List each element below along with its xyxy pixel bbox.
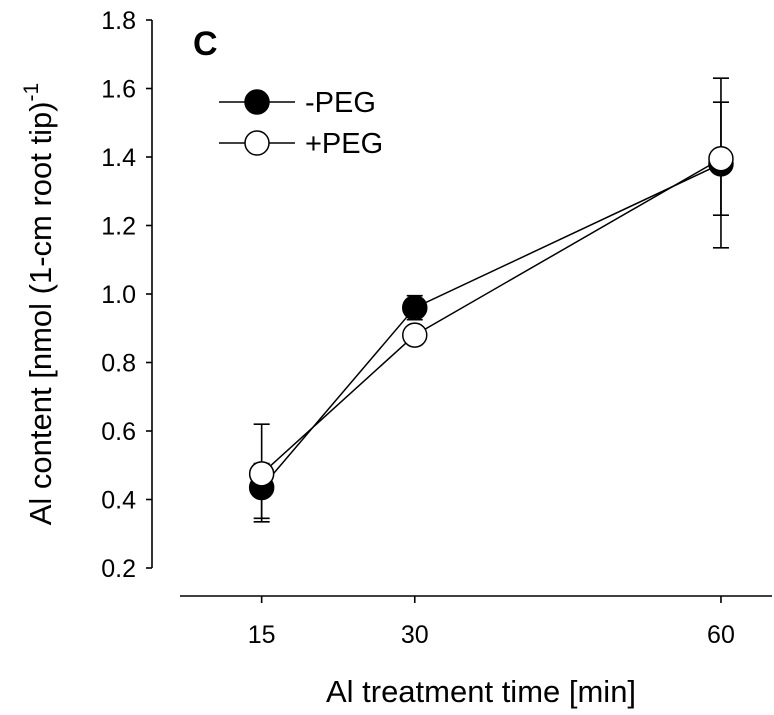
- y-axis-title: Al content [nmol (1-cm root tip)-1: [20, 83, 58, 526]
- legend-marker: [244, 130, 270, 156]
- series-2: [248, 77, 734, 523]
- x-tick-label: 60: [707, 621, 735, 649]
- y-tick-label: 1.8: [101, 7, 136, 35]
- y-ticks: 0.2 0.4 0.6 0.8 1.0 1.2 1.4 1.6 1.8: [101, 7, 152, 583]
- y-axis-title-superscript: -1: [20, 83, 43, 102]
- y-tick-label: 0.4: [101, 487, 136, 515]
- series-line: [261, 158, 722, 475]
- y-tick-label: 0.2: [101, 555, 136, 583]
- x-tick-label: 30: [401, 621, 429, 649]
- x-ticks: 15 30 60: [248, 596, 735, 649]
- data-point: [708, 145, 734, 172]
- plot-area: [248, 77, 734, 523]
- y-tick-label: 0.6: [101, 418, 136, 446]
- data-point: [402, 322, 428, 348]
- data-point: [248, 461, 275, 487]
- series-line: [261, 163, 722, 488]
- legend: -PEG +PEG: [219, 87, 383, 160]
- legend-label: -PEG: [305, 87, 376, 119]
- legend-marker: [244, 89, 270, 115]
- x-tick-label: 15: [248, 621, 276, 649]
- y-axis-title-main: Al content [nmol (1-cm root tip): [23, 101, 58, 525]
- y-tick-label: 0.8: [101, 350, 136, 378]
- legend-label: +PEG: [305, 128, 383, 160]
- series-1: [248, 101, 734, 520]
- panel-label: C: [193, 25, 218, 63]
- data-point: [402, 294, 428, 321]
- y-tick-label: 1.0: [101, 281, 136, 309]
- x-axis-title: Al treatment time [min]: [326, 674, 636, 709]
- y-tick-label: 1.2: [101, 213, 136, 241]
- y-tick-label: 1.6: [101, 76, 136, 104]
- y-tick-label: 1.4: [101, 144, 136, 172]
